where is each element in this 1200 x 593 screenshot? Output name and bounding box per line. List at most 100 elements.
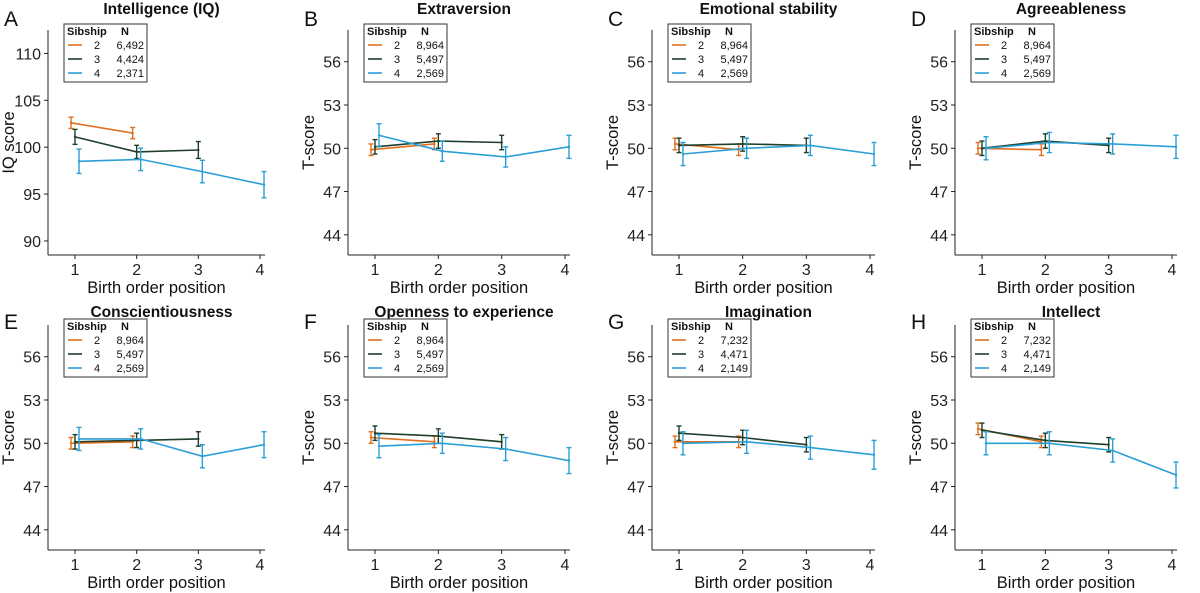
data-point	[1044, 439, 1047, 442]
y-tick-label: 53	[627, 393, 645, 410]
legend: Sibship N 2 6,492 3 4,424 4 2,371	[63, 23, 148, 83]
series-2	[68, 116, 136, 140]
y-tick-label: 44	[627, 523, 645, 540]
data-point	[135, 150, 138, 154]
y-tick-label: 53	[23, 393, 41, 410]
panel-title: Intellect	[1042, 304, 1101, 321]
data-point	[741, 436, 744, 439]
legend-sibship: 2	[394, 335, 400, 347]
legend-sibship: 3	[1001, 349, 1007, 361]
x-tick-label: 3	[497, 262, 506, 279]
legend-header-n: N	[421, 26, 429, 38]
data-point	[262, 443, 266, 446]
x-tick-label: 3	[194, 262, 203, 279]
legend-n: 2,371	[116, 68, 144, 80]
data-point	[197, 148, 200, 152]
series-line-4	[378, 134, 570, 158]
legend-sibship: 3	[698, 349, 704, 361]
x-tick-label: 4	[1168, 557, 1177, 574]
legend-n: 2,149	[1023, 363, 1051, 375]
x-tick-label: 4	[1168, 262, 1177, 279]
series-line-4	[985, 141, 1177, 150]
x-tick-label: 1	[71, 557, 80, 574]
panel-h: H Intellect 44 47 50 53 56 1 2 3 4 Birth order posi…	[907, 304, 1179, 592]
data-point	[745, 147, 748, 150]
x-tick-label: 1	[371, 557, 380, 574]
legend-n: 2,569	[416, 68, 444, 80]
x-tick-label: 2	[738, 557, 747, 574]
y-tick-label: 47	[627, 185, 645, 202]
x-tick-label: 4	[561, 557, 570, 574]
legend-header-n: N	[421, 321, 429, 333]
y-tick-label: 56	[930, 350, 948, 367]
panel-title: Imagination	[725, 304, 812, 321]
legend-sibship: 2	[1001, 40, 1007, 52]
x-tick-label: 1	[978, 262, 987, 279]
series-3	[979, 422, 1112, 453]
panel-c: C Emotional stability 44 47 50 53 56 1 2 3 4 Birth …	[604, 1, 877, 297]
legend-sibship: 3	[394, 54, 400, 66]
series-4	[983, 431, 1179, 489]
x-tick-label: 4	[866, 557, 875, 574]
x-tick-label: 1	[978, 557, 987, 574]
y-tick-label: 50	[323, 141, 341, 158]
series-3	[72, 431, 201, 450]
y-tick-label: 56	[323, 350, 341, 367]
legend-n: 8,964	[116, 335, 144, 347]
x-tick-label: 2	[1041, 262, 1050, 279]
data-point	[809, 446, 812, 449]
legend-sibship: 3	[1001, 54, 1007, 66]
data-point	[1174, 145, 1178, 149]
legend-n: 2,569	[416, 363, 444, 375]
series-line-2	[70, 122, 133, 134]
x-tick-label: 3	[497, 557, 506, 574]
data-point	[69, 442, 73, 445]
legend-n: 5,497	[720, 54, 748, 66]
data-point	[201, 170, 204, 173]
y-tick-label: 47	[323, 185, 341, 202]
x-tick-label: 3	[802, 262, 811, 279]
y-tick-label: 56	[23, 350, 41, 367]
legend-header-n: N	[121, 26, 129, 38]
legend: Sibship N 2 8,964 3 5,497 4 2,569	[363, 23, 448, 83]
data-point	[135, 439, 138, 442]
data-point	[1111, 142, 1114, 146]
series-3	[979, 133, 1112, 157]
legend-n: 4,471	[720, 349, 748, 361]
series-4	[76, 426, 267, 469]
data-point	[201, 455, 204, 458]
y-tick-label: 50	[23, 436, 41, 453]
series-3	[676, 136, 809, 154]
legend-sibship: 4	[698, 363, 704, 375]
panel-a: A Intelligence (IQ) 90 95 100 105 110 1 2 3 4 Birth…	[0, 1, 267, 297]
x-tick-label: 3	[1104, 262, 1113, 279]
data-point	[567, 459, 571, 462]
x-axis-label: Birth order position	[87, 574, 226, 592]
series-4	[680, 134, 877, 167]
series-line-2	[70, 441, 133, 445]
series-line-2	[370, 436, 435, 443]
legend-header-sibship: Sibship	[367, 26, 407, 38]
data-point	[262, 183, 266, 186]
legend-header-sibship: Sibship	[67, 321, 107, 333]
x-tick-label: 4	[866, 262, 875, 279]
panel-letter: E	[4, 311, 18, 334]
legend-n: 8,964	[416, 335, 444, 347]
legend-sibship: 4	[94, 363, 100, 375]
legend-sibship: 4	[394, 363, 400, 375]
data-point	[980, 147, 984, 150]
data-point	[984, 147, 988, 150]
y-tick-label: 44	[323, 523, 341, 540]
legend: Sibship N 2 7,232 3 4,471 4 2,149	[667, 318, 752, 378]
data-point	[1107, 443, 1110, 446]
legend-header-n: N	[121, 321, 129, 333]
y-axis-label: IQ score	[0, 111, 18, 173]
data-point	[441, 149, 444, 153]
y-axis-label: T-score	[300, 410, 318, 465]
series-line-4	[79, 438, 265, 458]
data-point	[1048, 141, 1051, 144]
legend: Sibship N 2 7,232 3 4,471 4 2,149	[970, 318, 1055, 378]
data-point	[741, 142, 744, 146]
legend-n: 5,497	[1023, 54, 1051, 66]
x-tick-label: 3	[194, 557, 203, 574]
